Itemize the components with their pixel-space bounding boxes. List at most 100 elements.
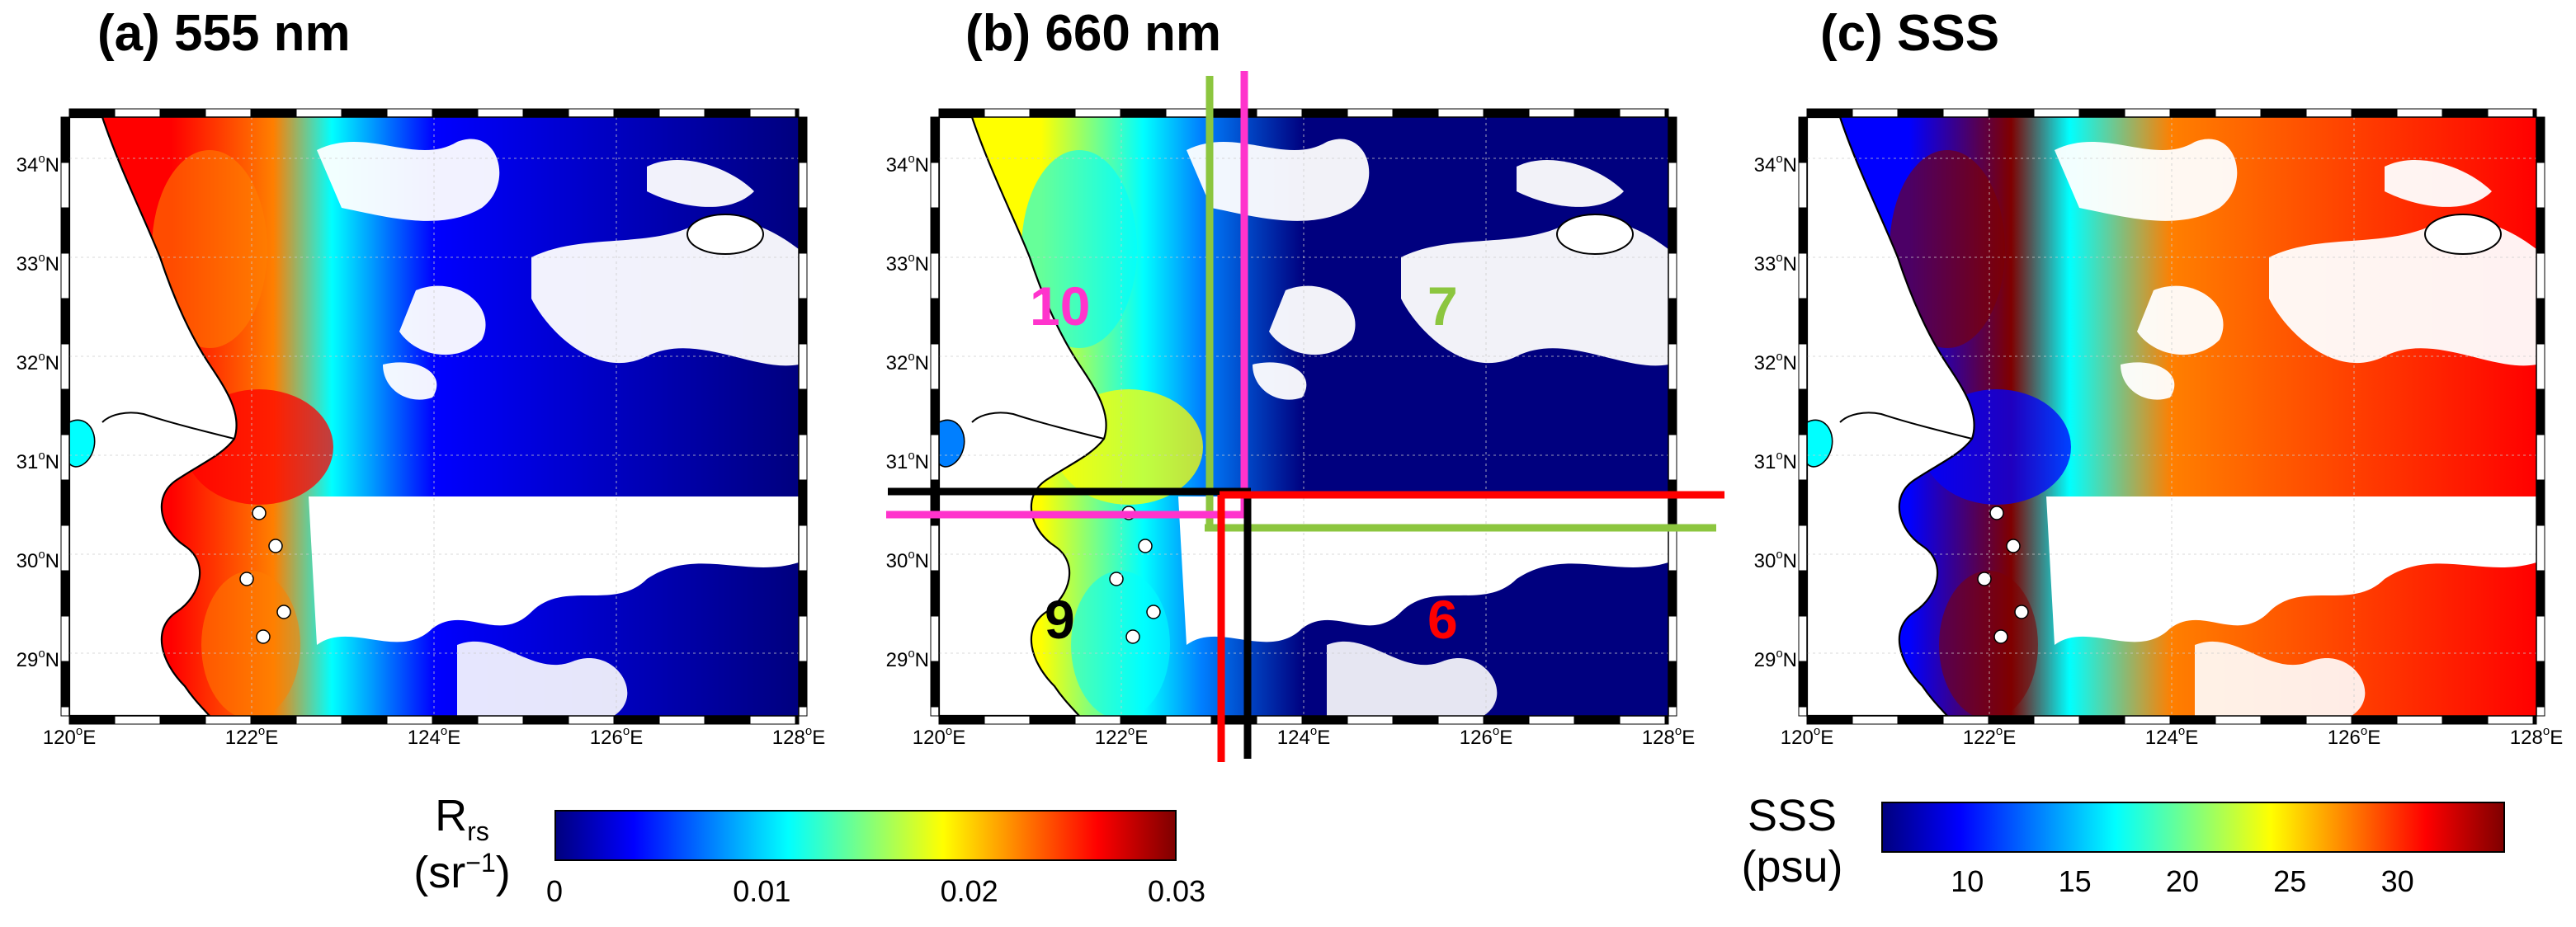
frame-left-seg [930,706,940,717]
coastal-plume-south [1939,571,2038,716]
frame-right-seg [1668,661,1677,708]
rrs-tick-label: 0.01 [733,874,791,908]
lat-tick-label: 29oN [1753,647,1797,671]
frame-bottom-seg [1029,715,1076,725]
cloud-mask-1 [2269,219,2536,366]
map-frame [938,116,1669,717]
missing-data-south [1327,641,1498,716]
coastal-island-2 [1109,572,1124,586]
region-label-10: 10 [1030,275,1091,336]
frame-right-seg [1668,207,1677,254]
frame-right-seg [2536,661,2545,708]
frame-top-seg [2033,108,2080,118]
lon-tick-label: 126oE [1459,724,1513,749]
frame-right-seg [1668,479,1677,526]
frame-top-seg [1664,108,1669,118]
frame-right-seg [798,388,808,435]
frame-top-seg [1347,108,1394,118]
frame-bottom-seg [295,715,342,725]
frame-bottom-seg [749,715,796,725]
region-label-7: 7 [1427,275,1458,336]
lat-tick-label: 34oN [1753,152,1797,176]
lat-tick-label: 29oN [885,647,929,671]
frame-right-seg [1668,162,1677,209]
coastal-island-0 [1989,506,2004,520]
frame-right-seg [798,661,808,708]
lon-tick-label: 126oE [589,724,644,749]
frame-bottom-seg [984,715,1031,725]
frame-right-seg [2536,615,2545,662]
frame-right-seg [798,116,808,163]
frame-bottom-seg [159,715,206,725]
frame-right-seg [2536,252,2545,299]
lat-tick-label: 30oN [1753,548,1797,572]
frame-bottom-seg [568,715,615,725]
coastal-island-3 [276,605,291,619]
frame-top-seg [2396,108,2443,118]
frame-bottom-seg [250,715,297,725]
frame-top-seg [613,108,660,118]
lat-tick-label: 29oN [16,647,59,671]
frame-right-seg [798,207,808,254]
frame-bottom-seg [2351,715,2398,725]
sss-tick-label: 15 [2058,864,2092,898]
lon-tick-label: 120oE [42,724,97,749]
cloud-mask-4 [383,362,437,400]
frame-bottom-seg [205,715,252,725]
lon-tick-label: 128oE [771,724,826,749]
frame-left-seg [60,298,70,345]
frame-right-seg [1668,252,1677,299]
missing-data-south [2195,641,2366,716]
frame-bottom-seg [1256,715,1303,725]
frame-bottom-seg [477,715,524,725]
lon-tick-label: 128oE [1641,724,1696,749]
frame-left-seg [1798,388,1808,435]
cloud-mask-2 [1269,285,1356,355]
frame-bottom-seg [1619,715,1666,725]
coastal-island-2 [239,572,254,586]
frame-left-seg [930,570,940,617]
frame-right-seg [798,434,808,481]
lon-tick-label: 122oE [1962,724,2017,749]
frame-bottom-seg [704,715,751,725]
lon-tick-label: 124oE [1276,724,1331,749]
frame-top-seg [2351,108,2398,118]
island-outline [1556,214,1634,255]
frame-bottom-seg [2260,715,2307,725]
rrs-tick-label: 0 [545,874,564,908]
frame-bottom-seg [1437,715,1484,725]
frame-bottom-seg [68,715,116,725]
frame-top-seg [1074,108,1121,118]
frame-left-seg [60,570,70,617]
frame-bottom-seg [1210,715,1257,725]
frame-bottom-seg [522,715,569,725]
coastal-island-3 [1146,605,1161,619]
frame-left-seg [930,434,940,481]
frame-right-seg [2536,388,2545,435]
frame-top-seg [114,108,161,118]
frame-top-seg [159,108,206,118]
frame-right-seg [2536,525,2545,572]
frame-top-seg [1210,108,1257,118]
frame-right-seg [1668,298,1677,345]
frame-left-seg [930,343,940,390]
lat-tick-label: 31oN [885,449,929,473]
frame-top-seg [2442,108,2489,118]
frame-right-seg [798,298,808,345]
frame-bottom-seg [938,715,985,725]
coastal-island-1 [2006,539,2021,553]
frame-top-seg [341,108,388,118]
coastal-island-4 [1993,629,2008,644]
frame-top-seg [2215,108,2262,118]
frame-bottom-seg [341,715,388,725]
frame-left-seg [60,388,70,435]
frame-right-seg [1668,388,1677,435]
frame-left-seg [930,661,940,708]
cloud-mask-0 [2055,139,2238,221]
frame-bottom-seg [795,715,800,725]
frame-bottom-seg [432,715,479,725]
frame-left-seg [1798,343,1808,390]
frame-bottom-seg [1483,715,1530,725]
frame-top-seg [1483,108,1530,118]
region-label-6: 6 [1427,589,1458,650]
